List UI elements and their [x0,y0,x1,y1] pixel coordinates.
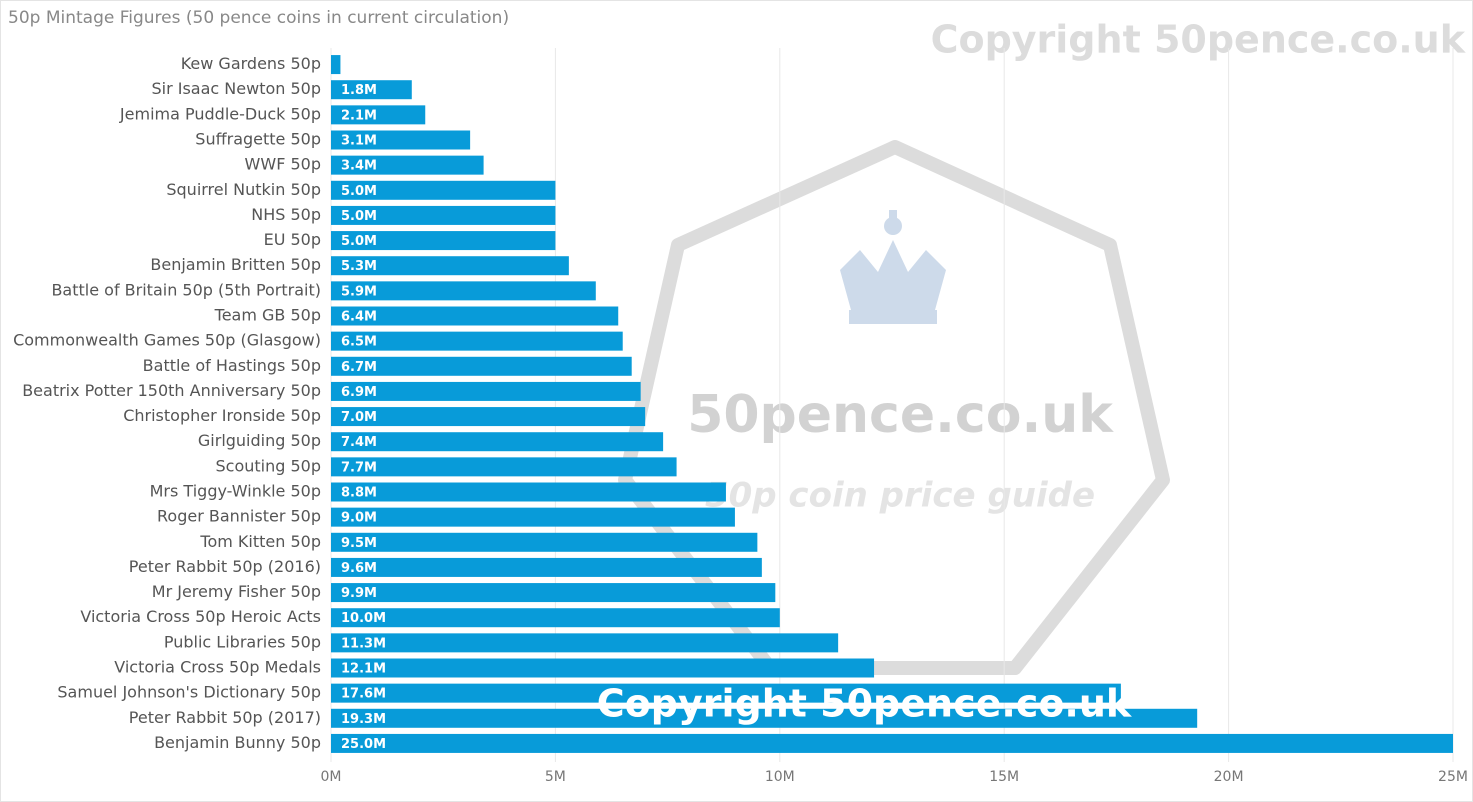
y-tick-label: Mr Jeremy Fisher 50p [152,582,321,601]
y-tick-label: Victoria Cross 50p Medals [114,658,321,677]
plot-area: 0M 5M 10M 15M 20M 25M Kew Gardens 50p Sir Isaac… [13,48,1468,785]
value-label: 5.9M [341,284,377,299]
y-tick-label: EU 50p [264,230,321,249]
y-tick-label: Battle of Hastings 50p [143,356,321,375]
y-tick-label: Battle of Britain 50p (5th Portrait) [51,280,321,299]
bar [331,482,726,502]
y-tick-label: NHS 50p [251,205,321,224]
bar [331,130,471,150]
x-tick-label: 25M [1438,769,1468,785]
bar [331,583,776,603]
value-label: 2.1M [341,108,377,123]
bar [331,356,632,376]
y-tick-label: Beatrix Potter 150th Anniversary 50p [22,381,321,400]
heptagon-watermark [618,140,1170,675]
y-tick-label: Kew Gardens 50p [181,54,321,73]
y-tick-label: Peter Rabbit 50p (2016) [129,557,321,576]
bar [331,432,664,452]
bar [331,331,623,351]
value-label: 9.6M [341,561,377,576]
bar [331,281,596,301]
x-tick-label: 15M [989,769,1019,785]
bar [331,231,556,251]
x-tick-label: 5M [545,769,566,785]
value-label: 9.0M [341,511,377,526]
y-tick-label: WWF 50p [245,155,321,174]
value-label: 7.4M [341,435,377,450]
bar [331,633,839,653]
value-label: 11.3M [341,636,386,651]
y-tick-label: Squirrel Nutkin 50p [166,180,321,199]
bar [331,155,484,175]
bar [331,105,426,125]
value-label: 8.8M [341,486,377,501]
value-label: 5.0M [341,184,377,199]
bar [331,608,780,628]
bar [331,407,646,427]
y-tick-label: Victoria Cross 50p Heroic Acts [80,607,321,626]
watermark-text: Copyright 50pence.co.uk [931,18,1466,62]
value-label: 3.1M [341,134,377,149]
bar [331,55,341,75]
bar [331,708,1198,728]
value-label: 25.0M [341,737,386,752]
watermark-text: 50p coin price guide [705,476,1095,516]
y-tick-label: Girlguiding 50p [198,431,321,450]
value-label: 7.0M [341,410,377,425]
bar [331,381,641,401]
y-tick-label: Team GB 50p [214,306,321,325]
bar [331,683,1121,703]
value-label: 9.9M [341,586,377,601]
y-tick-label: Tom Kitten 50p [199,532,321,551]
y-tick-label: Benjamin Britten 50p [150,255,321,274]
value-label: 5.0M [341,234,377,249]
value-label: 5.0M [341,209,377,224]
value-label: 6.5M [341,335,377,350]
value-label: 5.3M [341,259,377,274]
y-tick-label: Benjamin Bunny 50p [154,733,321,752]
watermark-text: 50pence.co.uk [687,385,1114,445]
value-label: 10.0M [341,611,386,626]
y-tick-label: Scouting 50p [216,456,322,475]
y-tick-label: Public Libraries 50p [164,632,321,651]
value-label: 17.6M [341,687,386,702]
chart-title: 50p Mintage Figures (50 pence coins in c… [8,8,509,28]
y-tick-label: Christopher Ironside 50p [123,406,321,425]
value-label: 6.9M [341,385,377,400]
value-label: 9.5M [341,536,377,551]
value-label: 6.4M [341,310,377,325]
value-label: 7.7M [341,460,377,475]
x-tick-label: 20M [1214,769,1244,785]
value-label: 6.7M [341,360,377,375]
y-tick-label: Commonwealth Games 50p (Glasgow) [13,331,321,350]
value-label: 3.4M [341,159,377,174]
x-tick-label: 0M [321,769,342,785]
watermark-text: Copyright 50pence.co.uk [597,682,1132,726]
bar [331,507,735,527]
bar [331,205,556,225]
value-label: 1.8M [341,83,377,98]
bar [331,306,619,326]
bar [331,557,762,577]
watermark-layer: 50pence.co.uk 50p coin price guide [618,140,1170,675]
y-tick-label: Roger Bannister 50p [157,507,321,526]
y-tick-label: Mrs Tiggy-Winkle 50p [150,482,321,501]
bar [331,658,875,678]
bar [331,532,758,552]
y-tick-label: Suffragette 50p [195,130,321,149]
bar [331,733,1453,753]
y-tick-label: Peter Rabbit 50p (2017) [129,708,321,727]
x-tick-label: 10M [765,769,795,785]
crown-watermark [840,210,946,324]
bar [331,256,569,276]
y-tick-label: Jemima Puddle-Duck 50p [119,104,321,123]
bar [331,180,556,200]
bar [331,80,412,100]
y-tick-label: Samuel Johnson's Dictionary 50p [57,683,321,702]
value-label: 19.3M [341,712,386,727]
bar [331,457,677,477]
y-tick-label: Sir Isaac Newton 50p [151,79,321,98]
value-label: 12.1M [341,662,386,677]
